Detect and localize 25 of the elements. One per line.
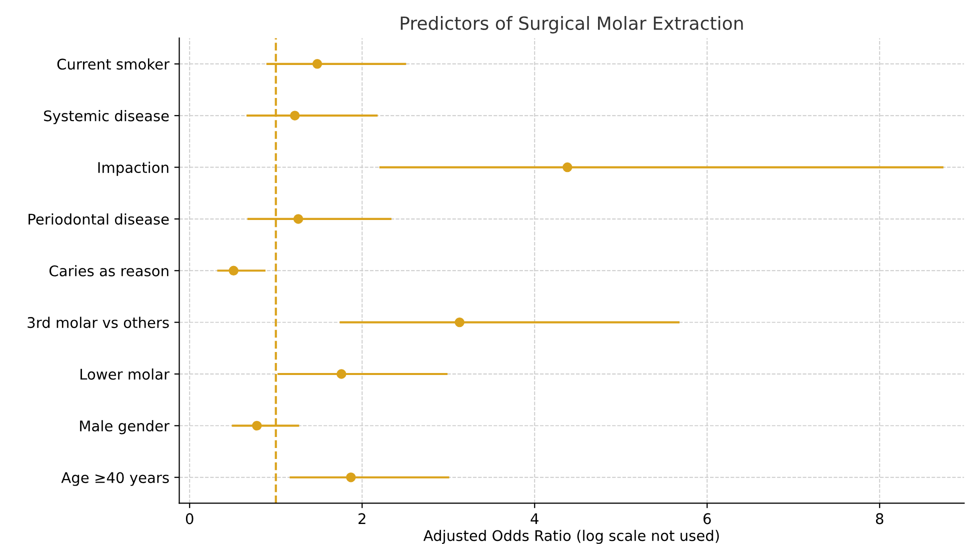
y-tick-label: Systemic disease (44, 110, 169, 124)
x-tick-label: 6 (704, 513, 711, 524)
x-axis-title: Adjusted Odds Ratio (log scale not used) (423, 530, 719, 544)
point (346, 472, 356, 482)
chart-title: Predictors of Surgical Molar Extraction (400, 16, 743, 34)
y-tick-label: Impaction (98, 162, 168, 176)
point (252, 420, 262, 431)
y-tick-label: Age ≥40 years (61, 472, 169, 486)
point (454, 317, 464, 328)
x-tick-label: 4 (530, 513, 538, 524)
y-tick-label: Male gender (80, 420, 170, 434)
point (336, 369, 346, 379)
x-tick-label: 8 (876, 513, 884, 524)
point (290, 110, 300, 120)
point (562, 162, 572, 172)
y-tick-label: Current smoker (57, 58, 170, 70)
y-tick-label: 3rd molar vs others (28, 316, 169, 328)
y-tick-label: Periodontal disease (28, 213, 169, 225)
y-tick-label: Lower molar (80, 368, 170, 380)
x-tick-label: 0 (186, 513, 194, 524)
point (312, 59, 322, 69)
y-tick-label: Caries as reason (49, 265, 168, 276)
point (293, 214, 304, 224)
point (228, 266, 238, 276)
x-tick-label: 2 (358, 513, 366, 524)
